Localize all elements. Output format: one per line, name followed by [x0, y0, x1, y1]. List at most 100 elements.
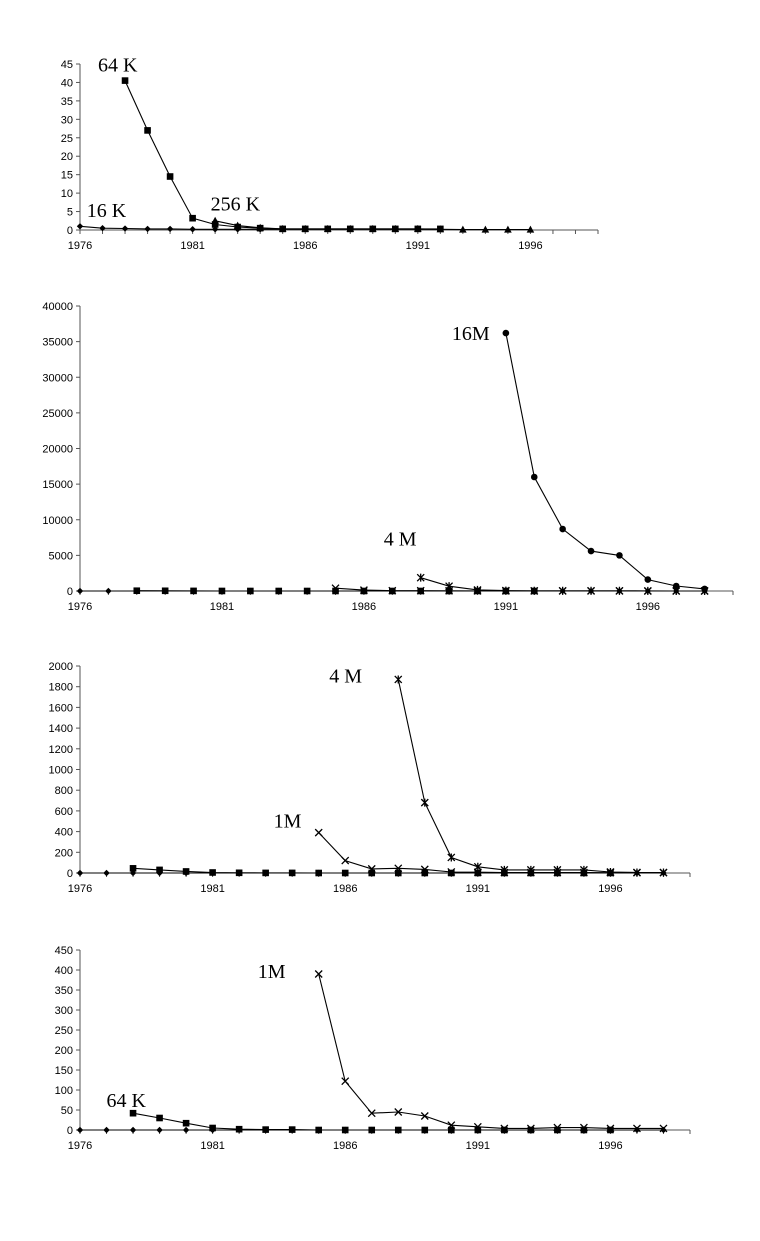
series-annotation: 16 K	[87, 200, 127, 222]
star-point	[473, 862, 482, 871]
square-point	[315, 869, 322, 877]
square-point	[448, 869, 455, 877]
y-tick-label: 30	[61, 114, 73, 126]
y-tick-label: 1200	[49, 744, 73, 756]
star-point	[500, 865, 509, 874]
star-point	[643, 586, 652, 595]
square-point	[607, 1126, 614, 1134]
y-tick-label: 100	[55, 1085, 73, 1097]
square-point	[218, 587, 226, 595]
x-tick-label: 1986	[352, 601, 376, 613]
y-tick-label: 250	[55, 1025, 73, 1037]
x-tick-label: 1976	[68, 601, 92, 613]
square-point	[394, 869, 402, 877]
y-tick-label: 20	[61, 151, 73, 163]
x-tick-label: 1976	[68, 240, 92, 252]
y-tick-label: 1400	[49, 723, 73, 735]
star-point	[579, 865, 588, 874]
y-tick-label: 200	[55, 1045, 73, 1057]
cross-point	[416, 586, 425, 595]
x-tick-label: 1981	[210, 601, 234, 613]
y-tick-label: 40000	[42, 301, 73, 313]
cross-point	[579, 1123, 588, 1132]
square-point	[368, 869, 376, 877]
diamond-point	[182, 1126, 190, 1134]
square-point	[554, 1126, 561, 1134]
diamond-point	[76, 223, 84, 230]
cross-point	[314, 970, 323, 978]
square-point	[448, 1126, 455, 1134]
x-tick-label: 1981	[200, 883, 224, 895]
cross-point	[388, 586, 397, 595]
triangle-point	[436, 225, 445, 233]
cross-point	[331, 584, 340, 593]
circle-point	[559, 525, 566, 533]
triangle-point	[323, 224, 332, 232]
triangle-point	[459, 225, 467, 233]
triangle-point	[391, 224, 400, 232]
square-point	[275, 587, 283, 595]
y-tick-label: 35	[61, 96, 73, 108]
square-point	[144, 127, 151, 134]
star-point	[558, 586, 567, 595]
y-tick-label: 600	[55, 806, 73, 818]
diamond-point	[76, 587, 84, 595]
y-tick-label: 0	[67, 225, 73, 237]
star-point	[420, 798, 429, 807]
y-tick-label: 800	[55, 785, 73, 797]
y-tick-label: 10	[61, 188, 73, 200]
y-tick-label: 20000	[42, 444, 73, 456]
square-point	[527, 1126, 535, 1134]
square-point	[209, 1124, 216, 1132]
square-point	[421, 869, 429, 877]
diamond-point	[189, 226, 196, 233]
square-point	[189, 214, 196, 222]
series-star	[416, 573, 709, 595]
x-tick-label: 1976	[68, 883, 92, 895]
x-tick-label: 1981	[180, 240, 204, 252]
y-tick-label: 400	[55, 965, 73, 977]
chart-panel-16m: 0 5000 10000 15000 20000 25000 30000 35000 40000…	[42, 301, 734, 613]
series-cross	[314, 828, 668, 877]
y-tick-label: 1800	[49, 682, 73, 694]
cross-point	[526, 1124, 535, 1133]
y-tick-label: 200	[55, 847, 73, 859]
y-tick-label: 150	[55, 1065, 73, 1077]
cross-point	[359, 586, 368, 595]
y-tick-label: 450	[55, 945, 73, 957]
x-tick-label: 1986	[333, 883, 357, 895]
square-point	[156, 1114, 163, 1122]
y-tick-label: 15000	[42, 479, 73, 491]
chart-panel-4m: 0 200 400 600 800 1000 1200 1400 1600 1800 2000 197…	[49, 661, 691, 895]
square-point	[211, 221, 219, 228]
y-tick-label: 30000	[42, 372, 73, 384]
star-point	[530, 586, 539, 595]
series-annotation: 64 K	[98, 54, 138, 76]
star-point	[615, 586, 624, 595]
series-annotation: 16M	[452, 323, 490, 345]
cross-point	[606, 1124, 615, 1133]
series-annotation: 64 K	[107, 1090, 147, 1112]
series-triangle	[211, 216, 535, 233]
series-line	[505, 332, 705, 590]
star-point	[659, 868, 668, 877]
square-point	[332, 587, 339, 595]
series-circle	[502, 329, 708, 593]
square-point	[129, 865, 137, 872]
x-tick-label: 1996	[598, 1140, 622, 1152]
cross-point	[394, 1108, 403, 1116]
star-point	[632, 868, 641, 877]
square-point	[580, 1126, 588, 1134]
series-annotation: 1M	[258, 961, 286, 983]
square-point	[247, 587, 254, 595]
triangle-point	[346, 224, 355, 232]
square-point	[182, 868, 190, 875]
square-point	[501, 1126, 508, 1134]
diamond-point	[156, 1126, 163, 1134]
x-tick-label: 1996	[598, 883, 622, 895]
diamond-point	[166, 225, 174, 233]
triangle-point	[414, 224, 422, 232]
triangle-point	[211, 216, 219, 224]
square-point	[235, 1125, 243, 1133]
triangle-point	[504, 225, 512, 233]
